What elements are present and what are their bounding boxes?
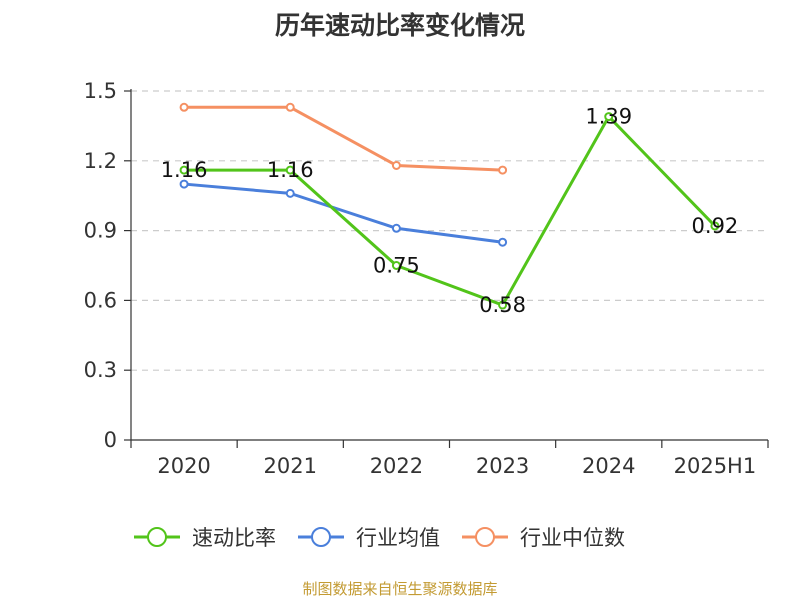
x-tick-label: 2021 — [264, 454, 317, 478]
data-point — [498, 237, 508, 247]
x-tick-label: 2025H1 — [674, 454, 757, 478]
data-labels: 1.16 1.16 0.75 0.58 1.39 0.92 — [161, 105, 739, 317]
source-note: 制图数据来自恒生聚源数据库 — [302, 580, 498, 598]
x-tick-label: 2020 — [157, 454, 210, 478]
data-label: 0.58 — [479, 293, 526, 317]
x-tick-label: 2024 — [582, 454, 635, 478]
series-line-0 — [184, 115, 716, 307]
legend-swatch-marker — [475, 527, 495, 547]
data-point — [604, 112, 614, 122]
y-tick-label: 1.5 — [84, 79, 117, 103]
data-point — [179, 179, 189, 189]
y-tick-label: 0.6 — [84, 288, 117, 312]
data-point — [285, 102, 295, 112]
legend-swatch-marker — [147, 527, 167, 547]
data-label: 1.16 — [161, 158, 208, 182]
y-tick-label: 1.2 — [84, 149, 117, 173]
legend-item-2[interactable]: 行业中位数 — [462, 526, 625, 550]
chart-title: 历年速动比率变化情况 — [274, 11, 525, 40]
x-tick-label: 2022 — [370, 454, 423, 478]
x-tick-label: 2023 — [476, 454, 529, 478]
series-line-1 — [183, 182, 503, 244]
legend-item-0[interactable]: 速动比率 — [134, 526, 276, 550]
data-point — [285, 165, 295, 175]
data-label: 0.75 — [373, 254, 420, 278]
grid-lines — [131, 90, 768, 371]
axes: 0 0.3 0.6 0.9 1.2 1.5 2020 2021 2022 2023 2024 2025… — [84, 79, 769, 478]
data-point — [179, 102, 189, 112]
legend-label: 行业中位数 — [520, 526, 625, 550]
data-point — [391, 223, 401, 233]
legend-swatch-marker — [311, 527, 331, 547]
data-point — [285, 188, 295, 198]
data-label: 1.39 — [585, 105, 632, 129]
data-label: 0.92 — [692, 214, 739, 238]
y-tick-label: 0.3 — [84, 358, 117, 382]
series-line-2 — [184, 105, 503, 172]
y-tick-label: 0 — [104, 428, 117, 452]
legend: 速动比率 行业均值 行业中位数 — [134, 526, 625, 550]
data-point — [179, 165, 189, 175]
series-lines — [179, 102, 720, 310]
legend-label: 行业均值 — [356, 526, 440, 550]
data-label: 1.16 — [267, 158, 314, 182]
data-point — [710, 221, 720, 231]
data-point — [391, 261, 401, 270]
legend-item-1[interactable]: 行业均值 — [298, 526, 440, 550]
data-point — [498, 165, 508, 175]
legend-label: 速动比率 — [192, 526, 276, 550]
y-tick-label: 0.9 — [84, 219, 117, 243]
data-point — [498, 300, 508, 310]
data-point — [391, 160, 401, 170]
